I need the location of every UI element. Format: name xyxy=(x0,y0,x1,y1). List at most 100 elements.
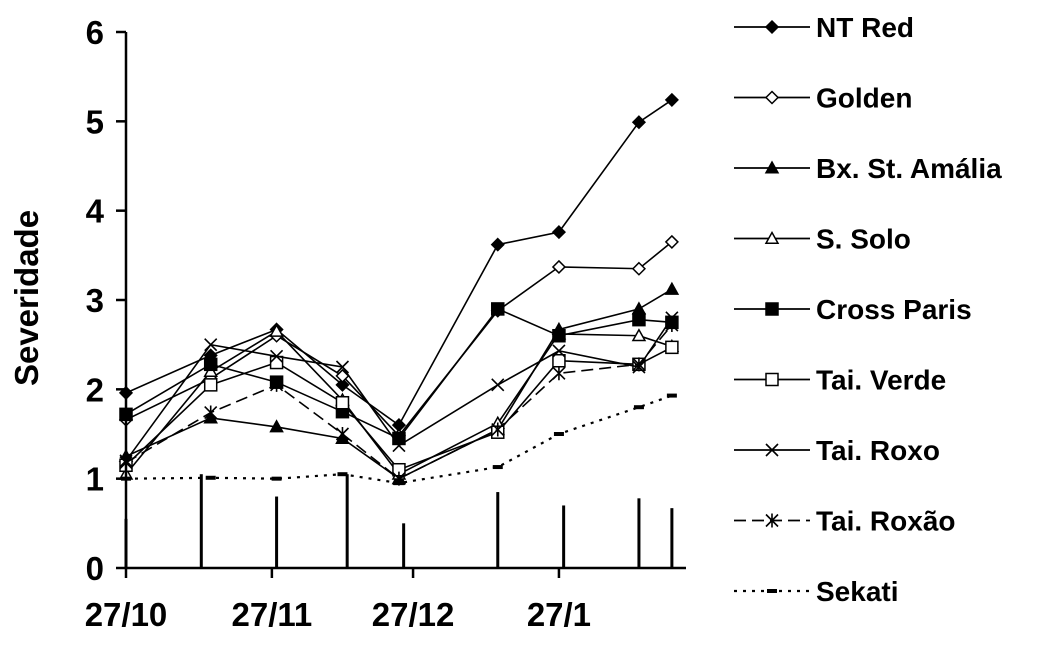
data-point xyxy=(490,237,505,252)
x-tick-label: 27/1 xyxy=(527,596,591,633)
data-point xyxy=(269,355,284,370)
data-point xyxy=(269,419,284,433)
legend-item: Bx. St. Amália xyxy=(734,153,1002,184)
y-tick-label: 6 xyxy=(86,14,104,51)
data-point xyxy=(392,439,406,453)
data-point xyxy=(552,328,566,343)
y-tick-label: 0 xyxy=(86,550,104,587)
data-point xyxy=(337,472,348,477)
legend-item: Tai. Roxo xyxy=(734,435,940,466)
y-axis-title: Severidade xyxy=(8,210,45,386)
y-tick-label: 3 xyxy=(86,282,104,319)
data-point xyxy=(335,368,350,383)
series-line xyxy=(125,241,673,438)
data-point xyxy=(764,160,780,174)
data-point xyxy=(664,92,679,107)
data-point xyxy=(203,378,218,392)
data-point xyxy=(765,302,779,316)
data-point xyxy=(664,234,679,249)
series-s-solo xyxy=(118,323,680,480)
data-point xyxy=(205,475,216,480)
data-point xyxy=(552,353,566,368)
line-series xyxy=(118,92,680,486)
data-point xyxy=(551,225,567,240)
bar xyxy=(402,523,406,568)
data-point xyxy=(767,589,777,593)
data-point xyxy=(552,366,566,381)
x-tick-label: 27/12 xyxy=(372,596,455,633)
y-tick-label: 1 xyxy=(86,461,104,498)
series-tai-rox-o xyxy=(119,318,679,486)
legend-label: Golden xyxy=(816,83,912,114)
data-point xyxy=(335,377,350,392)
legend-item: Tai. Roxão xyxy=(734,506,956,537)
y-tick-label: 5 xyxy=(86,103,104,140)
legend-label: NT Red xyxy=(816,12,914,43)
legend-item: Golden xyxy=(734,83,912,114)
data-point xyxy=(631,301,647,315)
data-point xyxy=(551,259,567,275)
bar xyxy=(637,498,641,568)
legend-label: Tai. Roxo xyxy=(816,435,940,466)
data-point xyxy=(491,302,505,316)
legend-label: Bx. St. Amália xyxy=(816,153,1002,184)
data-point xyxy=(765,513,779,528)
data-point xyxy=(765,372,779,387)
bar xyxy=(496,492,500,568)
data-point xyxy=(491,422,505,437)
axes: 0 1 2 3 4 5 6 27/10 27/11 27/12 27/1 xyxy=(85,14,686,633)
legend-item: Cross Paris xyxy=(734,294,972,325)
data-point xyxy=(335,395,350,410)
data-point xyxy=(552,344,566,358)
data-point xyxy=(632,312,646,327)
data-point xyxy=(492,465,503,470)
data-point xyxy=(271,476,282,481)
data-point xyxy=(665,318,679,333)
y-tick-label: 2 xyxy=(86,371,104,408)
legend-item: NT Red xyxy=(734,12,914,43)
bar xyxy=(345,474,349,568)
x-tick-label: 27/10 xyxy=(85,596,168,633)
data-point xyxy=(270,349,284,363)
bar xyxy=(670,508,674,568)
legend-label: S. Solo xyxy=(816,224,911,255)
data-point xyxy=(666,393,677,398)
data-point xyxy=(204,338,218,352)
legend-item: S. Solo xyxy=(734,224,911,255)
data-point xyxy=(631,115,647,130)
bar xyxy=(199,474,203,568)
legend-item: Tai. Verde xyxy=(734,365,946,396)
series-tai-verde xyxy=(119,340,679,477)
data-point xyxy=(204,405,218,420)
data-point xyxy=(203,357,218,372)
y-tick-label: 4 xyxy=(86,193,105,230)
bar-series xyxy=(124,474,674,568)
data-point xyxy=(269,323,284,337)
data-point xyxy=(764,90,780,105)
x-tick-label: 27/11 xyxy=(231,596,312,633)
legend-label: Sekati xyxy=(816,576,899,607)
data-point xyxy=(270,377,284,392)
data-point xyxy=(491,378,505,392)
data-point xyxy=(665,340,679,355)
legend-label: Tai. Roxão xyxy=(816,506,956,537)
data-point xyxy=(553,432,564,436)
series-bx-st-am-lia xyxy=(118,281,680,485)
legend-label: Cross Paris xyxy=(816,294,972,325)
series-golden xyxy=(118,234,679,443)
data-point xyxy=(765,443,779,457)
data-point xyxy=(633,405,644,410)
bar xyxy=(275,496,279,568)
data-point xyxy=(631,328,647,342)
data-point xyxy=(335,360,350,374)
legend-item: Sekati xyxy=(734,576,899,607)
legend: NT Red Golden Bx. St. Amália S. Solo Cross P… xyxy=(734,12,1002,607)
bar xyxy=(562,505,566,568)
data-point xyxy=(632,357,646,372)
data-point xyxy=(631,261,647,276)
data-point xyxy=(664,281,680,295)
data-point xyxy=(764,230,780,245)
legend-label: Tai. Verde xyxy=(816,365,946,396)
data-point xyxy=(764,19,780,35)
